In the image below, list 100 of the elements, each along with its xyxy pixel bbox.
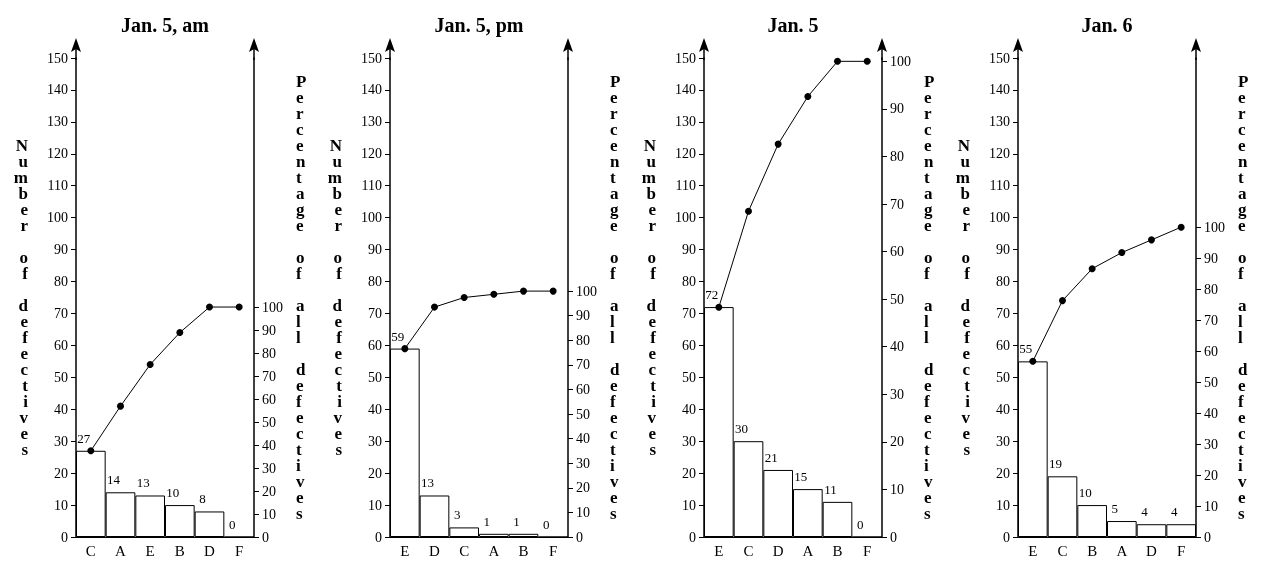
x-tick-label: B	[174, 542, 185, 559]
point	[863, 57, 871, 65]
y2-tick-label: 20	[890, 434, 904, 450]
data-label: 15	[794, 469, 808, 485]
y2-tick-label: 100	[890, 53, 911, 69]
text: Number of defectives	[641, 136, 656, 459]
data-label: 1	[513, 513, 520, 529]
chart-title: Jan. 5, pm	[434, 14, 524, 37]
x-tick-label: F	[548, 542, 558, 559]
point	[1059, 297, 1066, 305]
y-tick-label: 90	[368, 242, 382, 258]
y-tick-label: 90	[682, 242, 696, 258]
data-label: 0	[856, 516, 864, 532]
data-label: 0	[542, 516, 550, 532]
y-tick-label: 50	[54, 369, 68, 385]
y-tick-label: 140	[675, 82, 696, 98]
y2-tick-label: 50	[262, 414, 276, 430]
y2-tick-label: 30	[1204, 436, 1218, 452]
data-label: 13	[136, 475, 150, 491]
data-label: 27	[77, 430, 91, 446]
point	[206, 303, 213, 311]
y-tick-label: 70	[368, 305, 382, 321]
y-tick-label: 100	[361, 210, 382, 226]
data-label: 13	[421, 475, 434, 491]
x-tick-label: C	[459, 542, 470, 559]
y-tick-label: 30	[54, 433, 68, 449]
y-tick-label: 110	[361, 178, 382, 194]
x-tick-label: C	[85, 542, 96, 559]
y2-tick-label: 20	[1204, 467, 1218, 483]
y2-tick-label: 10	[890, 481, 904, 497]
y2-tick-label: 60	[262, 391, 276, 407]
y2-tick-label: 20	[262, 483, 276, 499]
y-tick-label: 50	[368, 369, 382, 385]
x-tick-label: E	[400, 542, 410, 559]
y2-tick-label: 70	[1204, 312, 1218, 328]
chart-title: Jan. 5, am	[121, 14, 210, 36]
y2-tick-label: 80	[890, 148, 904, 164]
point	[490, 290, 498, 298]
text: Number of defectives	[327, 136, 342, 459]
y2-tick-label: 40	[576, 431, 590, 447]
x-tick-label: D	[772, 542, 784, 559]
data-label: 11	[824, 481, 837, 497]
point	[117, 402, 124, 410]
y-tick-label: 0	[61, 529, 68, 545]
x-tick-label: D	[429, 542, 441, 559]
y-tick-label: 110	[989, 178, 1010, 194]
y2-tick-label: 80	[576, 332, 590, 348]
y2-tick-label: 20	[576, 480, 590, 496]
data-label: 3	[453, 507, 461, 523]
point	[401, 345, 409, 353]
chart-title: Jan. 5	[767, 14, 819, 36]
y-tick-label: 20	[54, 465, 68, 481]
y-tick-label: 10	[996, 497, 1010, 513]
x-tick-label: C	[1057, 542, 1068, 559]
y-tick-label: 80	[996, 274, 1010, 290]
x-tick-label: A	[115, 542, 127, 559]
x-tick-label: B	[832, 542, 843, 559]
x-tick-label: F	[234, 542, 244, 559]
x-tick-label: A	[488, 542, 500, 559]
data-label: 0	[228, 516, 236, 532]
y2-tick-label: 10	[262, 506, 276, 522]
point	[146, 361, 154, 369]
y2-tick-label: 30	[576, 455, 590, 471]
text: Number of defectives	[955, 136, 970, 459]
y-tick-label: 140	[989, 82, 1010, 98]
y-tick-label: 140	[361, 82, 382, 98]
x-tick-label: F	[1176, 542, 1186, 559]
y-tick-label: 40	[54, 401, 68, 417]
y-tick-label: 80	[368, 274, 382, 290]
y2-tick-label: 90	[262, 322, 276, 338]
point	[1148, 236, 1155, 244]
y-tick-label: 120	[361, 146, 382, 162]
y2-tick-label: 90	[1204, 250, 1218, 266]
y-tick-label: 40	[368, 401, 382, 417]
y2-tick-label: 70	[262, 368, 276, 384]
y2-tick-label: 80	[1204, 281, 1218, 297]
data-label: 59	[391, 328, 405, 344]
point	[235, 303, 243, 311]
data-label: 4	[1170, 504, 1178, 520]
y2-tick-label: 40	[262, 437, 276, 453]
point	[431, 303, 438, 311]
y-tick-label: 10	[54, 497, 68, 513]
data-label: 8	[199, 491, 206, 507]
y2-tick-label: 100	[1204, 219, 1225, 235]
y-tick-label: 60	[368, 337, 382, 353]
y-tick-label: 140	[47, 82, 68, 98]
x-tick-label: E	[145, 542, 155, 559]
y-tick-label: 150	[361, 50, 382, 66]
y2-tick-label: 70	[576, 357, 590, 373]
point	[715, 303, 723, 311]
x-tick-label: E	[714, 542, 724, 559]
point	[460, 294, 468, 301]
y-tick-label: 20	[996, 465, 1010, 481]
y-tick-label: 80	[682, 274, 696, 290]
y2-tick-label: 60	[1204, 343, 1218, 359]
data-label: 14	[107, 472, 121, 488]
data-label: 1	[483, 513, 491, 529]
y-tick-label: 60	[996, 337, 1010, 353]
data-label: 5	[1111, 501, 1119, 517]
point	[804, 93, 812, 101]
